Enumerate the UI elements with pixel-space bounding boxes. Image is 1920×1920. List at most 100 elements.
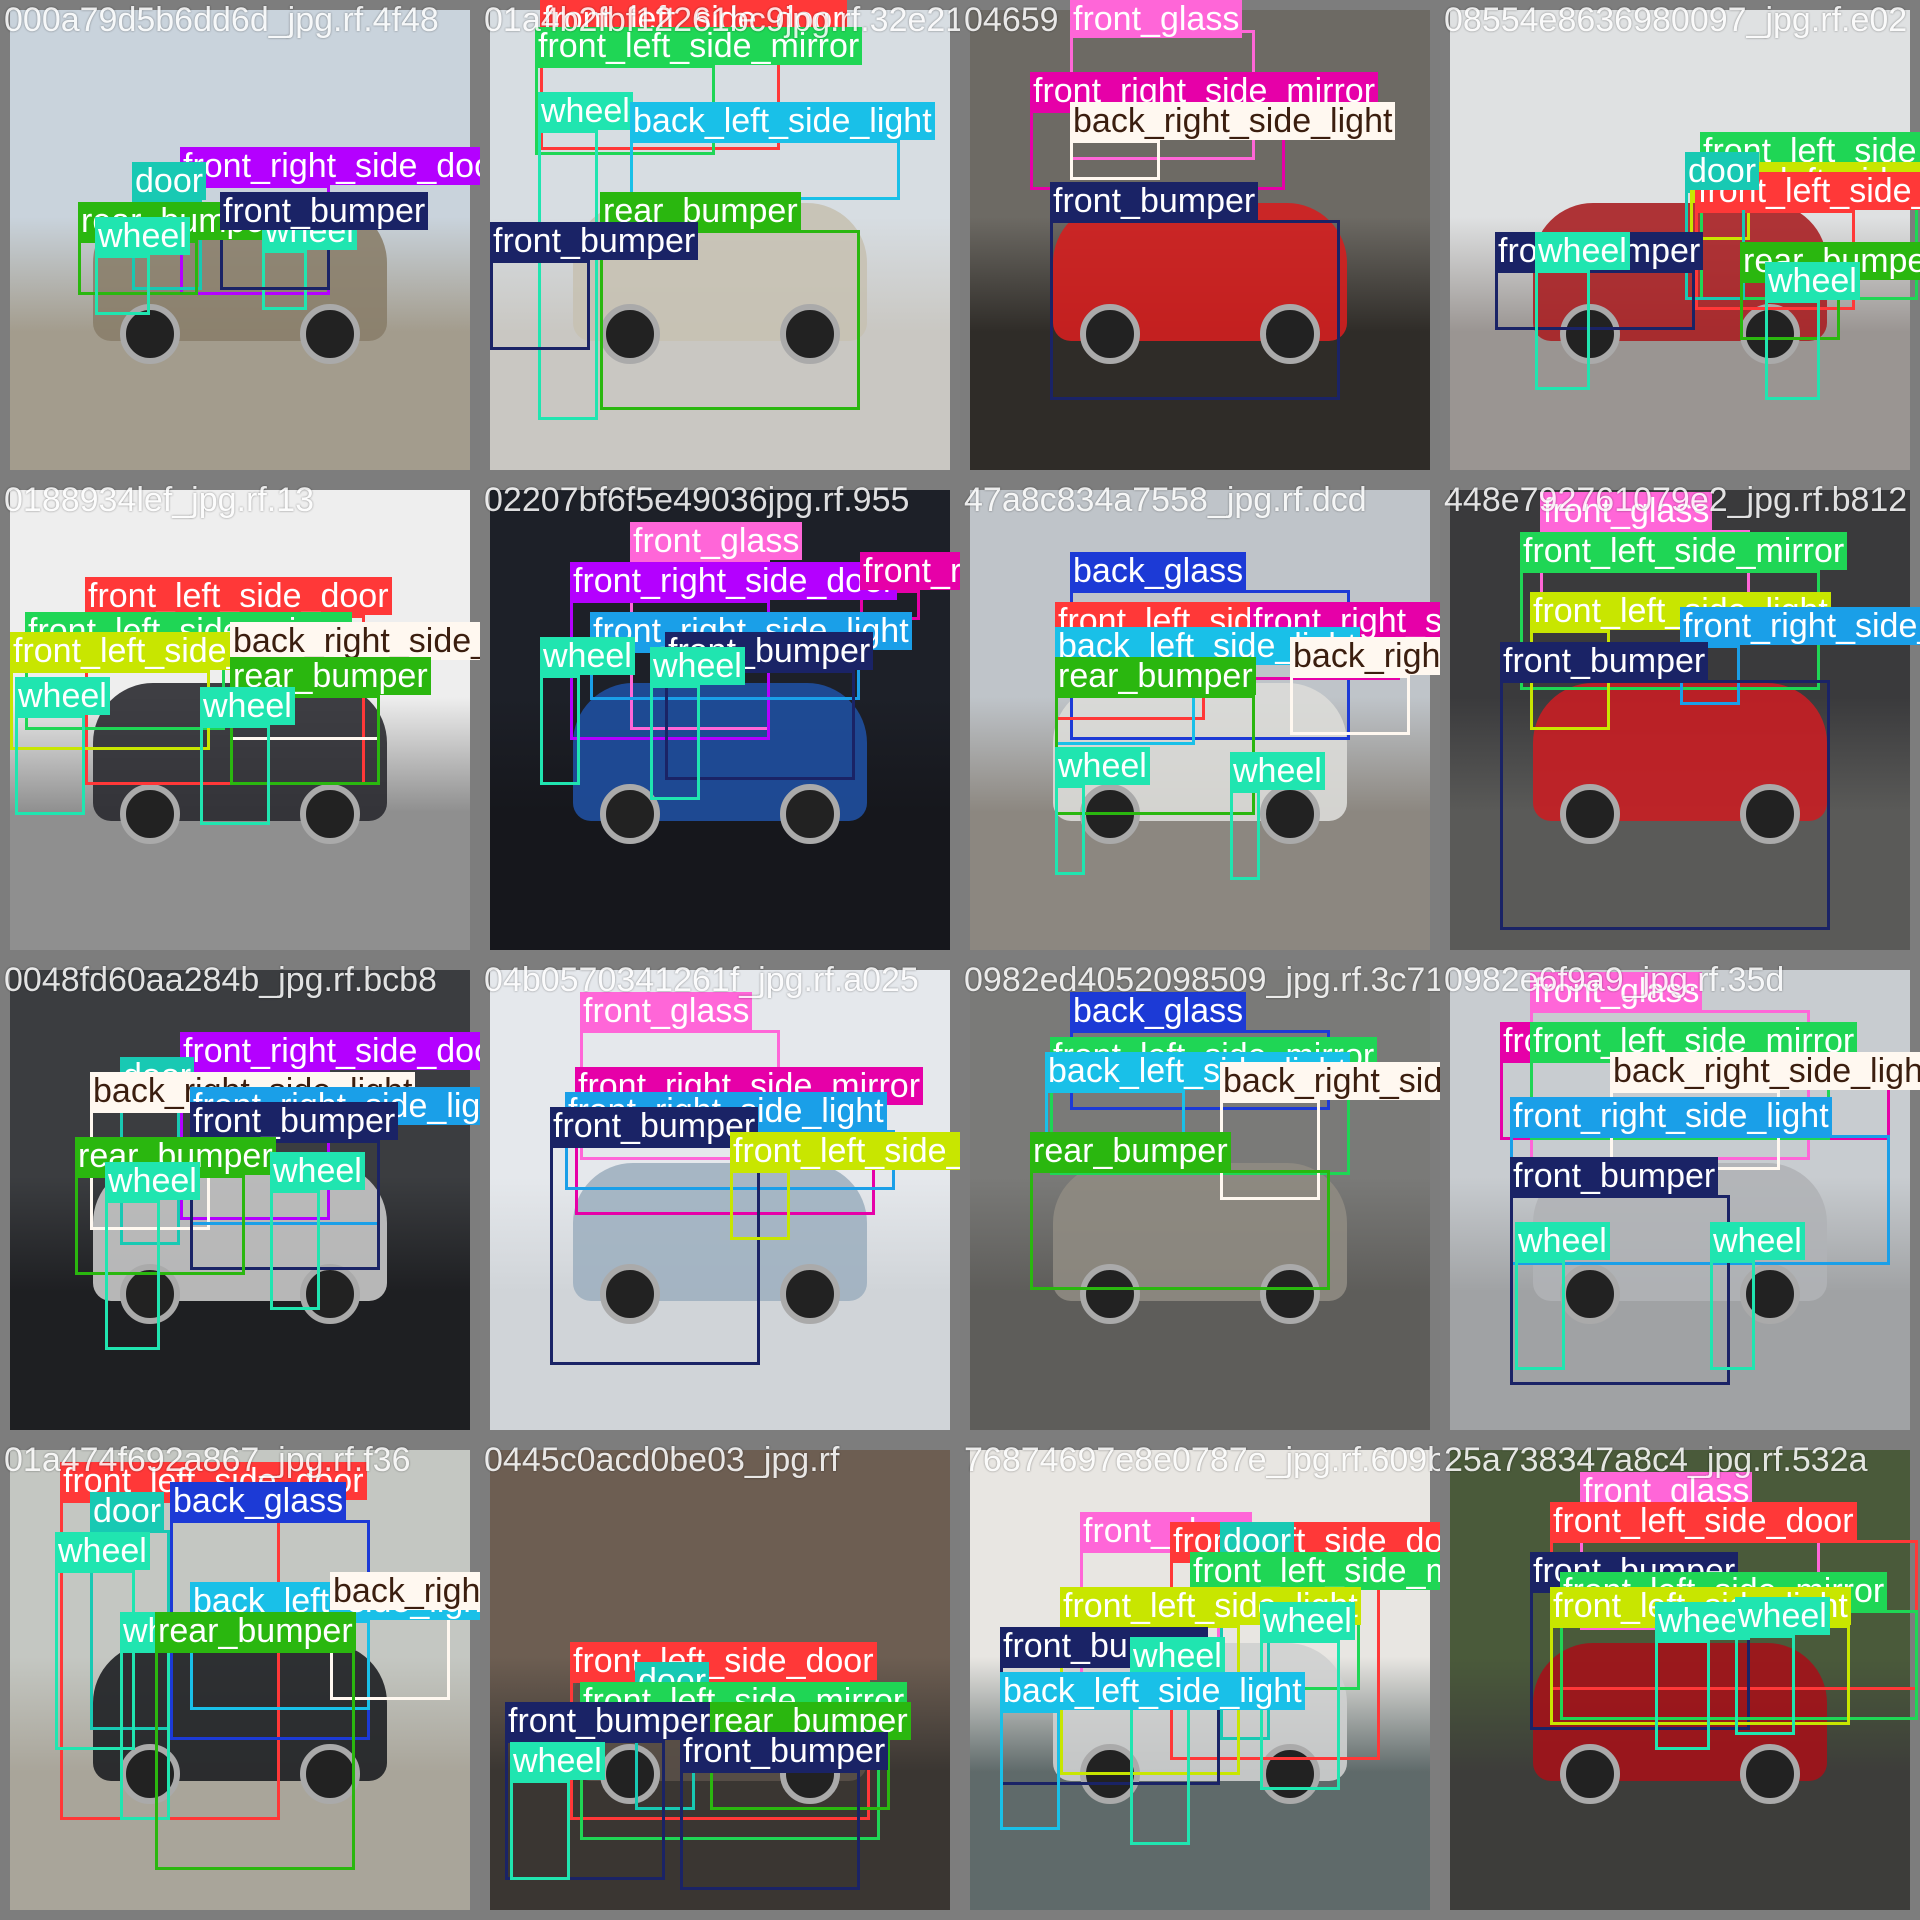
label-front-left-side-door: front_left_side_door <box>570 1642 877 1680</box>
mosaic-tile: 01a474f692a867_jpg.rf.f36 front_left_side… <box>0 1440 480 1920</box>
label-wheel: wheel <box>15 677 110 715</box>
label-door: door <box>90 1492 165 1530</box>
tile-filename: 04b0570341261f_jpg.rf.a025 <box>484 961 919 999</box>
label-front-bumper: front_bumper <box>490 222 699 260</box>
label-wheel: wheel <box>105 1162 200 1200</box>
wheel-shape <box>1259 784 1320 845</box>
mosaic-tile: 000a79d5b6dd6d_jpg.rf.4f48 front_right_si… <box>0 0 480 480</box>
bbox-wheel <box>1735 1635 1795 1735</box>
label-wheel: wheel <box>538 92 633 130</box>
label-front-bumper: front_bumper <box>505 1702 714 1740</box>
label-rear-bumper: rear_bumper <box>1030 1132 1231 1170</box>
wheel-shape <box>1080 304 1141 365</box>
tile-filename: 08554e8636980097_jpg.rf.e02 <box>1444 1 1908 39</box>
label-back-glass: back_glass <box>1070 552 1247 590</box>
label-wheel: wheel <box>1655 1602 1750 1640</box>
bbox-wheel <box>1765 300 1820 400</box>
wheel-shape <box>779 1264 840 1325</box>
bbox-front-bumper <box>665 670 855 780</box>
mosaic-tile: 0982ed4052098509_jpg.rf.3c71back_glassfr… <box>960 960 1440 1440</box>
label-wheel: wheel <box>540 637 635 675</box>
label-wheel: wheel <box>650 647 745 685</box>
bbox-front-bumper <box>1500 680 1830 930</box>
label-front-right-side-light: front_right_side_light <box>1510 1097 1832 1135</box>
label-front-bumper: front_bumper <box>1050 182 1259 220</box>
bbox-back-left-side-light <box>1000 1710 1060 1830</box>
tile-filename: 000a79d5b6dd6d_jpg.rf.4f48 <box>4 1 439 39</box>
label-front-bumper: front_bumper <box>190 1102 399 1140</box>
bbox-wheel <box>1710 1260 1755 1370</box>
label-back-right-side-light: back_right_side_light <box>1610 1052 1920 1090</box>
wheel-shape <box>1739 784 1800 845</box>
label-front-bumper: front_bumper <box>1500 642 1709 680</box>
bbox-wheel <box>538 130 598 420</box>
label-wheel: wheel <box>1765 262 1860 300</box>
bbox-wheel <box>540 675 580 785</box>
bbox-rear-bumper <box>230 695 380 785</box>
bbox-back-right-side-light <box>1070 140 1160 180</box>
label-back-right-side-light: back_right_side_light <box>1070 102 1396 140</box>
label-wheel: wheel <box>1535 232 1630 270</box>
car-photo <box>10 1450 470 1910</box>
mosaic-tile: 04659 front_glass front_right_side_mirror b… <box>960 0 1440 480</box>
bbox-front-bumper <box>505 1740 665 1880</box>
bbox-wheel <box>1260 1640 1340 1790</box>
bbox-front-bumper <box>490 260 590 350</box>
wheel-shape <box>120 784 181 845</box>
tile-filename: 02207bf6f5e49036jpg.rf.955 <box>484 481 910 519</box>
label-door: door <box>1685 152 1760 190</box>
bbox-front-bumper <box>1510 1195 1730 1385</box>
label-wheel: wheel <box>1515 1222 1610 1260</box>
bbox-back-right-side-light <box>1290 675 1410 735</box>
label-front-left-side-door: front_left_side_door <box>1550 1502 1857 1540</box>
label-rear-bumper: rear_bumper <box>155 1612 356 1650</box>
bbox-front-bumper <box>680 1770 860 1890</box>
tile-filename: 0982ed4052098509_jpg.rf.3c71 <box>964 961 1440 999</box>
tile-filename: 448e792761079e2_jpg.rf.b812 <box>1444 481 1908 519</box>
bbox-wheel <box>270 1190 320 1310</box>
bbox-wheel <box>1655 1640 1710 1750</box>
wheel-shape <box>1560 1264 1621 1325</box>
label-back-right-side-light: back_right_side_light <box>1220 1062 1440 1100</box>
label-front-left-side-mirror: front_left_side_mirror <box>535 27 863 65</box>
label-back-left-side-light: back_left_side_light <box>630 102 935 140</box>
label-door: door <box>132 162 207 200</box>
bbox-front-bumper <box>550 1145 760 1365</box>
mosaic-tile: 76874697e8e0787e_jpg.rf.609b front_glass f… <box>960 1440 1440 1920</box>
label-front-glass: front_glass <box>580 992 753 1030</box>
tile-filename: 0982e6f9a9_jpg.rf.35d <box>1444 961 1785 999</box>
label-front-left-side-mirror: front_left_side_mirror <box>1190 1552 1440 1590</box>
wheel-shape <box>1560 1744 1621 1805</box>
label-front-glass: front_glass <box>1540 492 1713 530</box>
bbox-wheel <box>15 715 85 815</box>
bbox-wheel <box>200 725 270 825</box>
bbox-wheel <box>1535 270 1590 390</box>
label-wheel: wheel <box>95 217 190 255</box>
label-front-right-side-mirror: front_right_side_mirror <box>860 552 960 590</box>
label-front-glass: front_glass <box>1530 972 1703 1010</box>
label-rear-bumper: rear_bumper <box>1055 657 1256 695</box>
bbox-wheel <box>1515 1260 1565 1370</box>
label-wheel: wheel <box>1055 747 1150 785</box>
bbox-wheel <box>120 1650 170 1820</box>
bbox-back-left-side-light <box>630 140 900 200</box>
label-front-left-side-light: front_left_side_light <box>730 1132 960 1170</box>
tile-filename: 0188934lef_jpg.rf.13 <box>4 481 315 519</box>
bbox-wheel <box>1055 785 1085 875</box>
bbox-front-left-side-light <box>730 1170 790 1240</box>
bbox-wheel <box>55 1570 135 1750</box>
wheel-shape <box>299 304 360 365</box>
tile-filename: 0445c0acd0be03_jpg.rf <box>484 1441 840 1479</box>
label-front-bumper: front_bumper <box>550 1107 759 1145</box>
wheel-shape <box>299 1264 360 1325</box>
label-back-glass: back_glass <box>170 1482 347 1520</box>
bbox-front-bumper <box>190 1140 380 1270</box>
wheel-shape <box>779 304 840 365</box>
bbox-rear-bumper <box>600 230 860 410</box>
mosaic-tile: 0445c0acd0be03_jpg.rf front_left_side_doo… <box>480 1440 960 1920</box>
bbox-wheel <box>95 255 150 315</box>
label-wheel: wheel <box>200 687 295 725</box>
